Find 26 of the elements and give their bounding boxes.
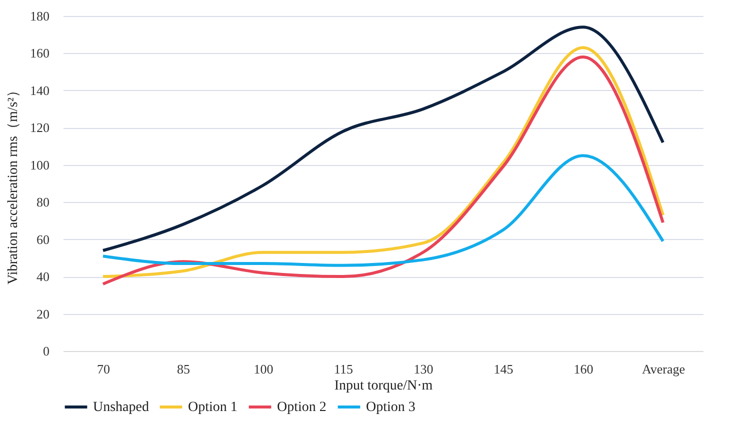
y-tick-label: 140 bbox=[30, 82, 50, 98]
y-tick-label: 180 bbox=[30, 8, 50, 24]
x-tick-label: 130 bbox=[414, 362, 434, 376]
legend-label: Option 2 bbox=[277, 400, 326, 415]
y-axis-title: Vibration acceleration rms（m/s²） bbox=[6, 84, 21, 284]
y-tick-label: 100 bbox=[30, 157, 50, 172]
x-tick-label: 145 bbox=[494, 362, 514, 376]
x-tick-label: 70 bbox=[97, 362, 110, 376]
legend-label: Unshaped bbox=[93, 400, 149, 415]
y-tick-label: 0 bbox=[43, 344, 50, 358]
y-tick-label: 20 bbox=[36, 306, 50, 322]
y-tick-label: 40 bbox=[36, 269, 50, 284]
line-series bbox=[102, 26, 664, 252]
x-tick-label: 160 bbox=[574, 362, 594, 376]
x-tick-label: 100 bbox=[254, 362, 274, 376]
x-tick-label: Average bbox=[642, 362, 686, 376]
x-tick-label: 115 bbox=[334, 362, 354, 376]
line-series bbox=[102, 154, 664, 267]
y-tick-label: 160 bbox=[30, 46, 50, 61]
y-tick-label: 80 bbox=[36, 194, 50, 210]
x-axis-title: Input torque/N·m bbox=[334, 378, 433, 394]
x-tick-label: 85 bbox=[177, 362, 190, 376]
legend-label: Option 1 bbox=[188, 400, 238, 415]
legend-label: Option 3 bbox=[366, 400, 416, 415]
y-tick-label: 60 bbox=[36, 232, 50, 247]
y-tick-label: 120 bbox=[30, 120, 50, 136]
